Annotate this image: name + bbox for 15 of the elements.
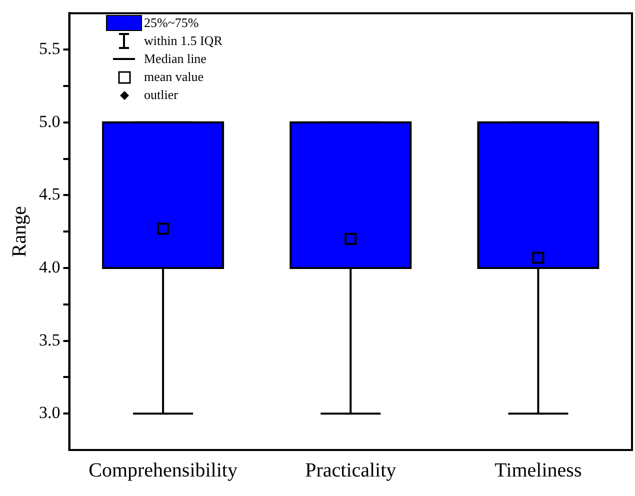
annotation: within 1.5 IQR xyxy=(144,33,222,49)
x-tick-label: Practicality xyxy=(305,459,396,482)
y-tick-label: 5.5 xyxy=(39,39,60,58)
x-tick-label: Comprehensibility xyxy=(88,459,238,482)
annotation: Median line xyxy=(144,51,206,67)
y-tick-label: 4.0 xyxy=(39,257,60,276)
annotation: 25%~75% xyxy=(144,15,199,31)
x-tick-label: Timeliness xyxy=(494,459,582,482)
y-tick-label: 3.5 xyxy=(39,330,60,350)
y-axis-title: Range xyxy=(8,206,30,258)
y-tick-label: 5.0 xyxy=(39,112,60,131)
y-tick-label: 3.0 xyxy=(39,403,60,422)
y-tick-label: 4.5 xyxy=(39,184,60,204)
annotation: outlier xyxy=(144,87,178,103)
annotation: mean value xyxy=(144,69,204,85)
